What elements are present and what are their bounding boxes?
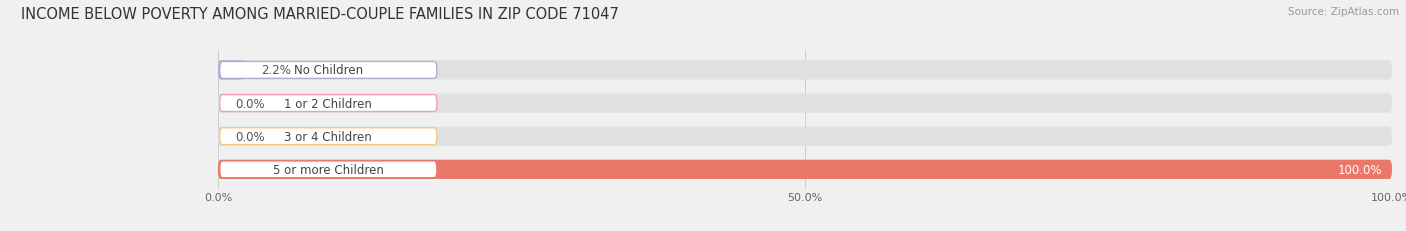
Text: 3 or 4 Children: 3 or 4 Children — [284, 130, 373, 143]
Text: 1 or 2 Children: 1 or 2 Children — [284, 97, 373, 110]
FancyBboxPatch shape — [218, 94, 1392, 113]
Text: 0.0%: 0.0% — [236, 130, 266, 143]
Text: 0.0%: 0.0% — [236, 97, 266, 110]
FancyBboxPatch shape — [219, 95, 437, 112]
Text: Source: ZipAtlas.com: Source: ZipAtlas.com — [1288, 7, 1399, 17]
FancyBboxPatch shape — [218, 160, 1392, 179]
Text: 5 or more Children: 5 or more Children — [273, 163, 384, 176]
Text: 2.2%: 2.2% — [262, 64, 291, 77]
FancyBboxPatch shape — [218, 160, 1392, 179]
FancyBboxPatch shape — [219, 128, 437, 145]
Text: No Children: No Children — [294, 64, 363, 77]
Text: INCOME BELOW POVERTY AMONG MARRIED-COUPLE FAMILIES IN ZIP CODE 71047: INCOME BELOW POVERTY AMONG MARRIED-COUPL… — [21, 7, 619, 22]
FancyBboxPatch shape — [219, 161, 437, 178]
FancyBboxPatch shape — [219, 62, 437, 79]
FancyBboxPatch shape — [218, 61, 243, 80]
FancyBboxPatch shape — [218, 127, 1392, 146]
Text: 100.0%: 100.0% — [1339, 163, 1382, 176]
FancyBboxPatch shape — [218, 61, 1392, 80]
